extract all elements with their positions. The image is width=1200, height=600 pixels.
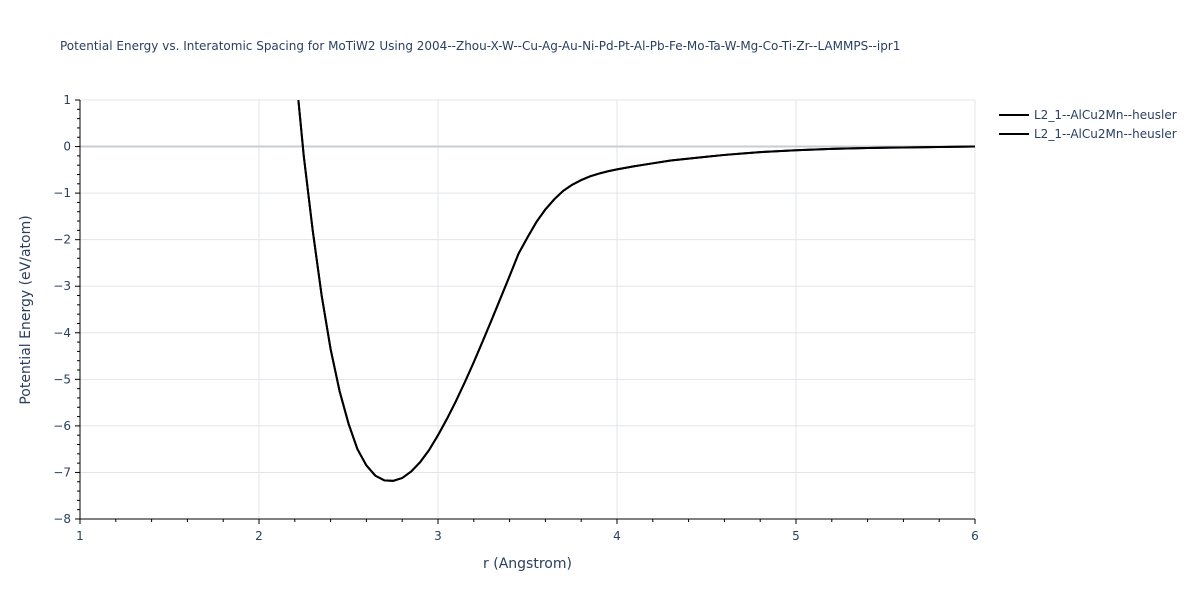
- x-tick-label: 4: [613, 529, 621, 543]
- x-tick-label: 1: [76, 529, 84, 543]
- legend[interactable]: L2_1--AlCu2Mn--heusler L2_1--AlCu2Mn--heu…: [999, 108, 1177, 141]
- y-tick-label: −3: [53, 279, 71, 293]
- x-tick-label: 2: [255, 529, 263, 543]
- y-tick-label: −6: [53, 419, 71, 433]
- y-tick-label: −4: [53, 326, 71, 340]
- y-tick-label: −7: [53, 465, 71, 479]
- y-axis-title: Potential Energy (eV/atom): [18, 215, 34, 404]
- x-axis-title: r (Angstrom): [483, 556, 572, 572]
- y-tick-label: −1: [53, 186, 71, 200]
- x-tick-label: 5: [792, 529, 800, 543]
- y-tick-label: 1: [63, 93, 71, 107]
- axes: 1 2 3 4 5 6 1 0 −1 −2 −3 −4 −5 −6 −7 −8: [53, 93, 979, 543]
- plot-area: [297, 100, 975, 482]
- y-tick-label: −5: [53, 372, 71, 386]
- y-tick-label: −2: [53, 233, 71, 247]
- x-tick-label: 3: [434, 529, 442, 543]
- y-tick-label: −8: [53, 512, 71, 526]
- legend-label-2[interactable]: L2_1--AlCu2Mn--heusler: [1034, 127, 1177, 141]
- legend-label-1[interactable]: L2_1--AlCu2Mn--heusler: [1034, 108, 1177, 122]
- x-tick-label: 6: [971, 529, 979, 543]
- grid-lines: [80, 99, 976, 519]
- chart-title: Potential Energy vs. Interatomic Spacing…: [60, 39, 900, 53]
- series-line-2: [297, 100, 975, 482]
- y-tick-label: 0: [63, 140, 71, 154]
